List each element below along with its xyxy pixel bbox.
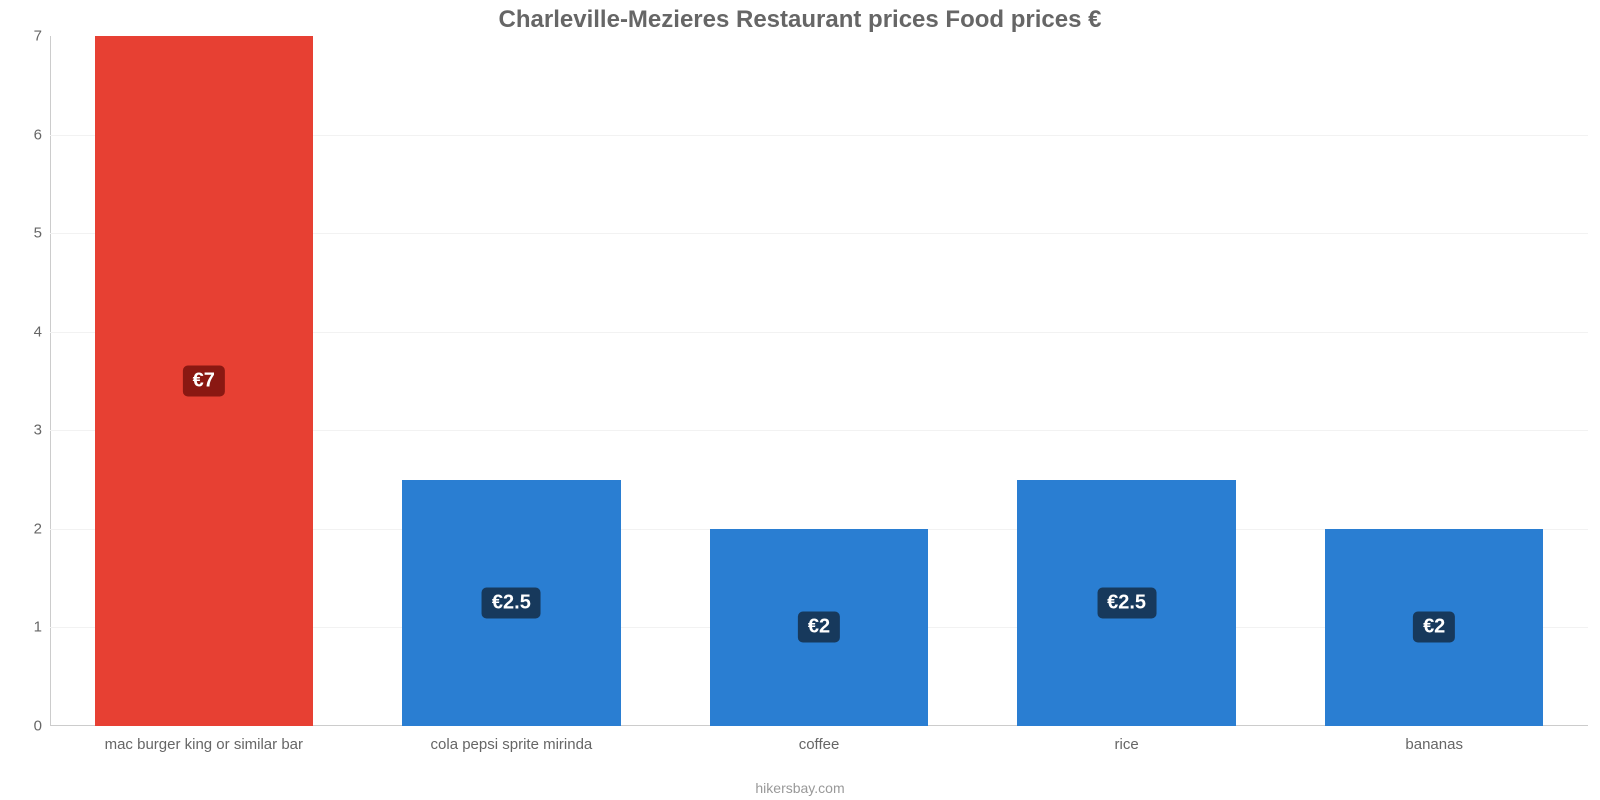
y-tick-label: 0 <box>34 718 50 735</box>
x-tick-label: rice <box>1115 726 1139 753</box>
y-tick-label: 3 <box>34 422 50 439</box>
x-tick-label: cola pepsi sprite mirinda <box>431 726 593 753</box>
y-tick-label: 2 <box>34 520 50 537</box>
y-axis <box>50 36 51 726</box>
x-tick-label: bananas <box>1405 726 1463 753</box>
y-tick-label: 5 <box>34 225 50 242</box>
value-badge: €2 <box>798 612 840 643</box>
value-badge: €2.5 <box>1097 587 1156 618</box>
y-tick-label: 4 <box>34 323 50 340</box>
x-tick-label: coffee <box>799 726 840 753</box>
chart-title: Charleville-Mezieres Restaurant prices F… <box>0 0 1600 34</box>
chart-credit: hikersbay.com <box>0 780 1600 796</box>
value-badge: €7 <box>183 366 225 397</box>
value-badge: €2.5 <box>482 587 541 618</box>
bar-chart: Charleville-Mezieres Restaurant prices F… <box>0 0 1600 800</box>
value-badge: €2 <box>1413 612 1455 643</box>
y-tick-label: 6 <box>34 126 50 143</box>
plot-area: 01234567€7mac burger king or similar bar… <box>50 36 1588 726</box>
y-tick-label: 1 <box>34 619 50 636</box>
x-tick-label: mac burger king or similar bar <box>105 726 303 753</box>
y-tick-label: 7 <box>34 28 50 45</box>
